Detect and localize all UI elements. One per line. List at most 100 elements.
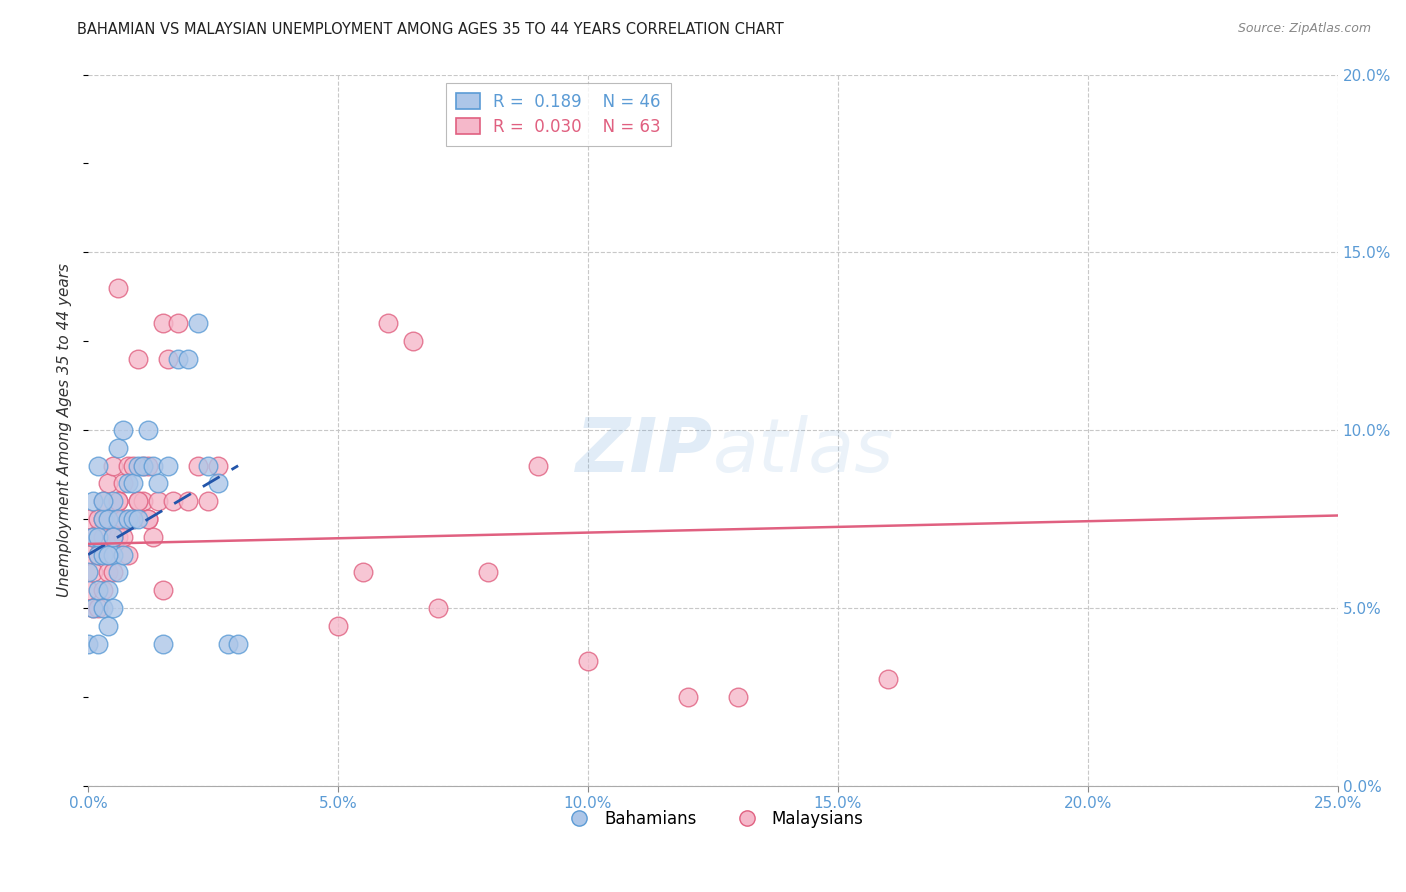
Point [117, 548, 139, 562]
Point [101, 512, 124, 526]
Point [127, 494, 149, 508]
Point [91, 583, 114, 598]
Point [97, 476, 120, 491]
Point [326, 619, 349, 633]
Text: BAHAMIAN VS MALAYSIAN UNEMPLOYMENT AMONG AGES 35 TO 44 YEARS CORRELATION CHART: BAHAMIAN VS MALAYSIAN UNEMPLOYMENT AMONG… [77, 22, 785, 37]
Point [101, 548, 124, 562]
Point [97, 566, 120, 580]
Point [107, 494, 129, 508]
Point [91, 494, 114, 508]
Point [226, 636, 249, 650]
Point [157, 351, 180, 366]
Point [352, 566, 374, 580]
Point [77, 548, 100, 562]
Point [91, 548, 114, 562]
Point [477, 566, 499, 580]
Point [82, 530, 104, 544]
Point [97, 548, 120, 562]
Point [107, 494, 129, 508]
Point [107, 441, 129, 455]
Point [427, 601, 450, 615]
Point [162, 494, 184, 508]
Point [107, 530, 129, 544]
Point [97, 512, 120, 526]
Point [101, 530, 124, 544]
Point [82, 566, 104, 580]
Point [77, 583, 100, 598]
Point [117, 512, 139, 526]
Point [127, 351, 149, 366]
Point [77, 566, 100, 580]
Point [101, 566, 124, 580]
Text: atlas: atlas [713, 416, 894, 488]
Point [187, 317, 209, 331]
Point [132, 494, 155, 508]
Point [132, 458, 155, 473]
Point [122, 512, 145, 526]
Point [177, 494, 200, 508]
Point [101, 458, 124, 473]
Point [77, 512, 100, 526]
Point [87, 636, 110, 650]
Point [112, 423, 135, 437]
Point [112, 530, 135, 544]
Point [217, 636, 239, 650]
Point [136, 512, 159, 526]
Point [112, 512, 135, 526]
Point [117, 476, 139, 491]
Point [127, 458, 149, 473]
Point [142, 458, 165, 473]
Point [122, 476, 145, 491]
Point [142, 530, 165, 544]
Point [97, 548, 120, 562]
Point [112, 476, 135, 491]
Point [101, 601, 124, 615]
Point [187, 458, 209, 473]
Legend: Bahamians, Malaysians: Bahamians, Malaysians [555, 803, 870, 834]
Point [82, 601, 104, 615]
Point [877, 672, 900, 686]
Point [152, 583, 174, 598]
Text: Source: ZipAtlas.com: Source: ZipAtlas.com [1237, 22, 1371, 36]
Point [177, 351, 200, 366]
Point [87, 512, 110, 526]
Point [87, 583, 110, 598]
Point [167, 317, 190, 331]
Point [91, 530, 114, 544]
Point [107, 281, 129, 295]
Point [107, 512, 129, 526]
Point [167, 351, 190, 366]
Point [727, 690, 749, 704]
Point [91, 601, 114, 615]
Point [576, 654, 599, 668]
Point [82, 601, 104, 615]
Point [127, 494, 149, 508]
Point [91, 494, 114, 508]
Point [207, 476, 229, 491]
Point [676, 690, 699, 704]
Point [197, 494, 219, 508]
Point [136, 512, 159, 526]
Point [152, 317, 174, 331]
Point [87, 548, 110, 562]
Point [101, 494, 124, 508]
Point [87, 601, 110, 615]
Point [157, 458, 180, 473]
Point [207, 458, 229, 473]
Point [127, 512, 149, 526]
Point [117, 512, 139, 526]
Y-axis label: Unemployment Among Ages 35 to 44 years: Unemployment Among Ages 35 to 44 years [58, 263, 72, 597]
Point [152, 636, 174, 650]
Point [97, 512, 120, 526]
Point [91, 512, 114, 526]
Point [122, 512, 145, 526]
Point [527, 458, 550, 473]
Point [87, 548, 110, 562]
Point [146, 476, 169, 491]
Point [87, 530, 110, 544]
Point [377, 317, 399, 331]
Point [97, 583, 120, 598]
Point [82, 530, 104, 544]
Point [132, 458, 155, 473]
Point [197, 458, 219, 473]
